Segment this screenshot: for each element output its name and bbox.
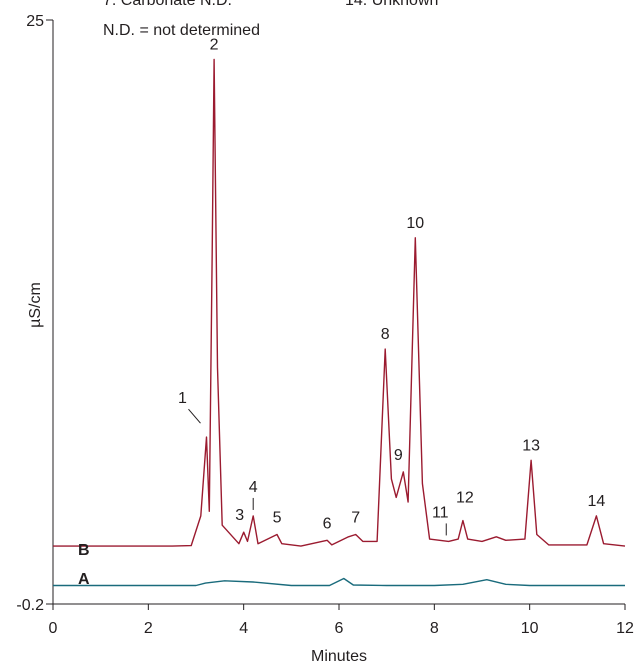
trace-label-a: A (78, 571, 90, 588)
series-layer (53, 58, 626, 587)
y-ticks: 25 -0.2 (16, 13, 53, 614)
peak-label: 10 (406, 215, 424, 232)
note-line-1a: 7. Carbonate N.D. (103, 0, 232, 9)
peak-label-group: 3 (235, 507, 244, 524)
y-axis-label: µS/cm (27, 282, 44, 328)
peak-label: 7 (351, 509, 360, 526)
peak-label-group: 7 (351, 509, 360, 526)
x-tick-label: 12 (616, 620, 634, 637)
peak-label-group: 13 (522, 437, 540, 454)
peak-label: 12 (456, 490, 474, 507)
peak-label-group: 9 (394, 447, 403, 464)
peak-label: 9 (394, 447, 403, 464)
peak-label-group: 8 (381, 326, 390, 343)
peak-label-group: 5 (273, 509, 282, 526)
peak-label: 1 (178, 390, 187, 407)
peak-label-group: 4 (249, 479, 258, 510)
x-tick-label: 10 (521, 620, 539, 637)
peak-label-group: 10 (406, 215, 424, 232)
peak-label: 14 (588, 493, 606, 510)
trace-label-b: B (78, 542, 90, 559)
peak-label: 13 (522, 437, 540, 454)
peak-label-group: 2 (210, 36, 219, 53)
peak-leader (188, 408, 201, 424)
y-tick-label: -0.2 (16, 597, 44, 614)
x-axis-label: Minutes (311, 648, 367, 663)
peak-label-group: 12 (456, 490, 474, 507)
peak-label-group: 6 (323, 515, 332, 532)
peak-label: 3 (235, 507, 244, 524)
peak-label: 8 (381, 326, 390, 343)
x-ticks: 0 2 4 6 8 10 12 (49, 604, 634, 637)
peak-label: 5 (273, 509, 282, 526)
x-tick-label: 0 (49, 620, 58, 637)
y-tick-label: 25 (26, 13, 44, 30)
note-line-2: N.D. = not determined (103, 22, 260, 39)
x-tick-label: 8 (430, 620, 439, 637)
peak-label: 6 (323, 515, 332, 532)
peak-label-group: 1 (178, 390, 201, 424)
peak-label-group: 11 (432, 504, 449, 536)
peak-label-group: 14 (588, 493, 606, 510)
note-line-1b: 14. Unknown (345, 0, 438, 9)
series-line-b (53, 58, 626, 547)
peak-label: 11 (432, 504, 449, 521)
peak-label: 4 (249, 479, 258, 496)
series-line-a (53, 577, 625, 587)
x-tick-label: 6 (335, 620, 344, 637)
x-tick-label: 4 (239, 620, 248, 637)
x-tick-label: 2 (144, 620, 153, 637)
peak-label: 2 (210, 36, 219, 53)
